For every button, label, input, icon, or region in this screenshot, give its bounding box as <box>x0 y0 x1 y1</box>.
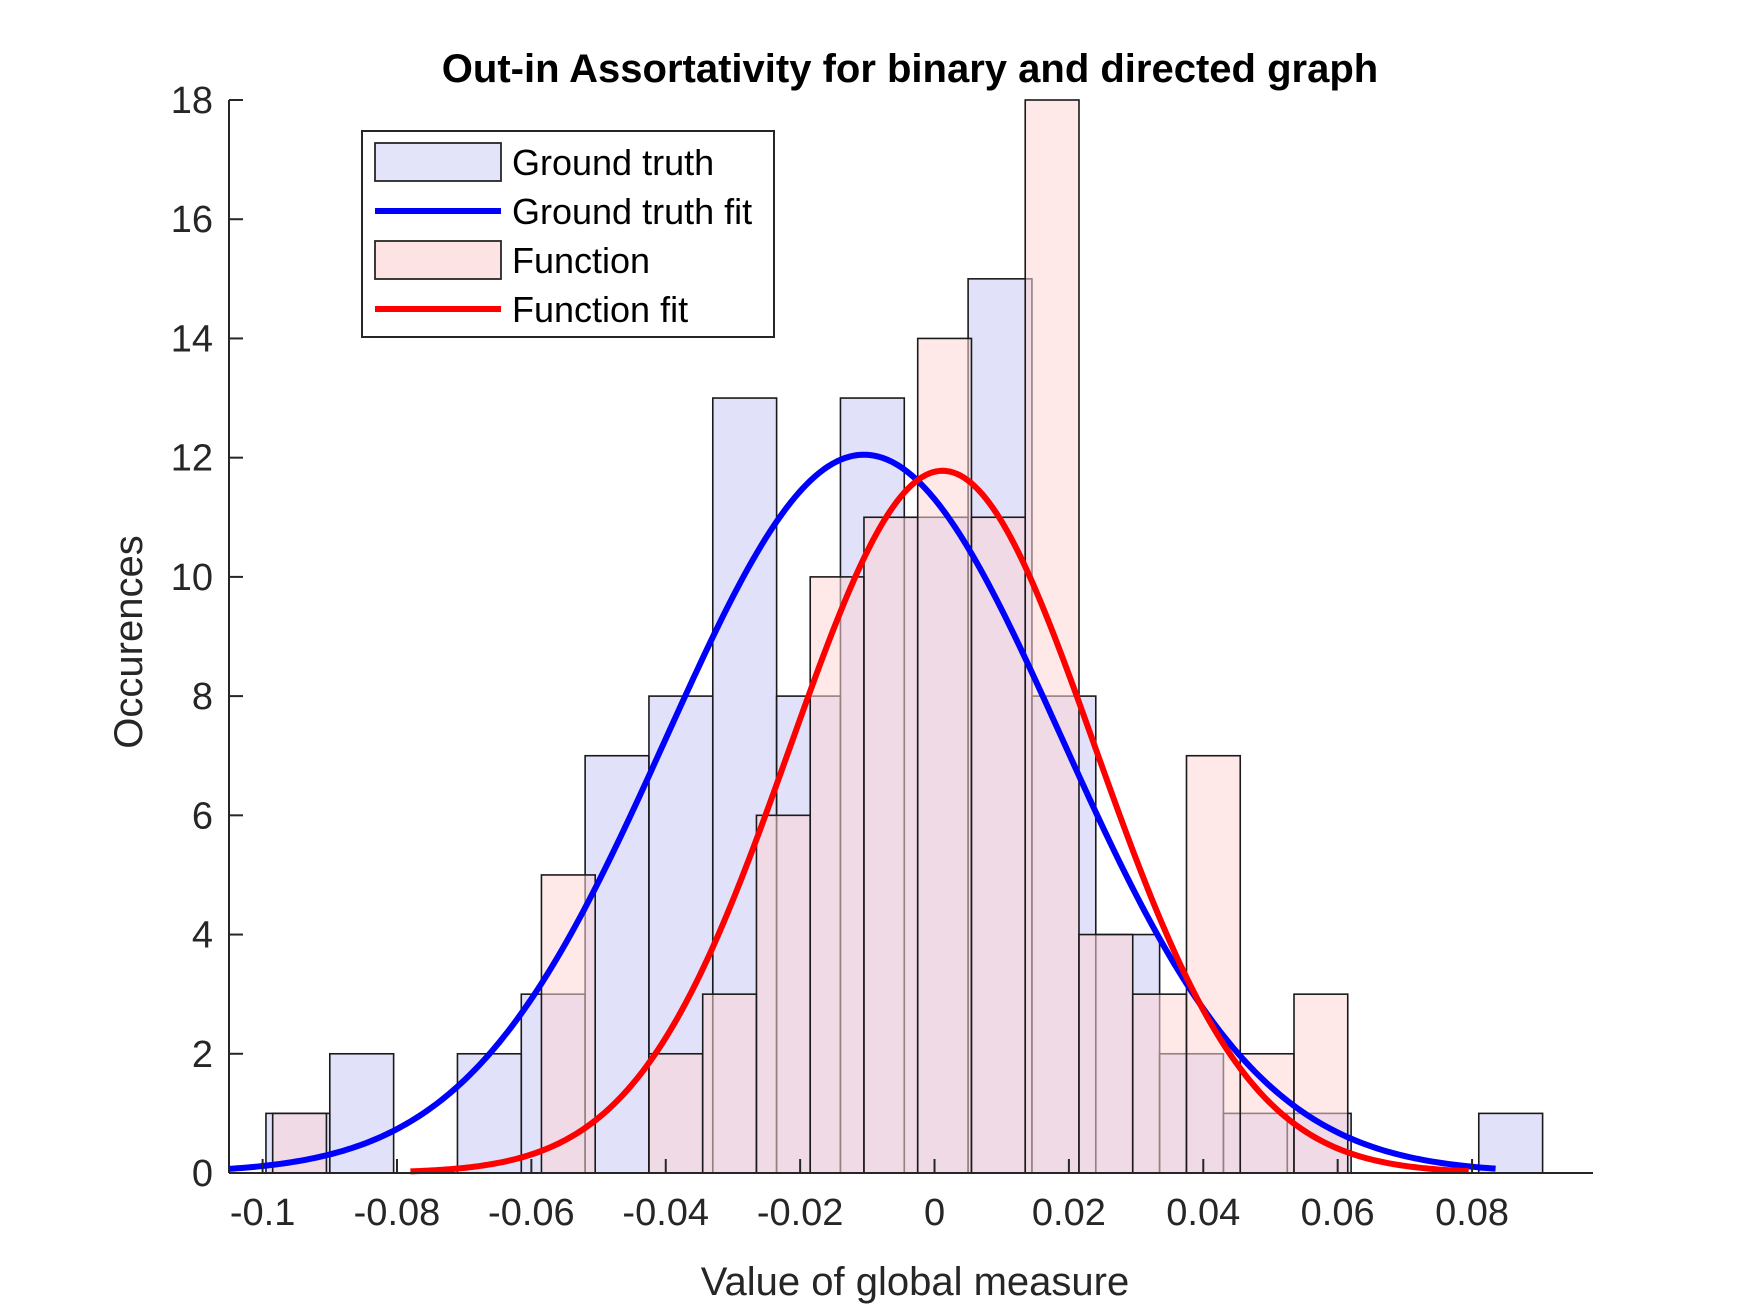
fit-curve-ground-truth-fit <box>228 451 1496 1172</box>
y-tick-label: 2 <box>192 1034 213 1076</box>
x-axis-label: Value of global measure <box>701 1260 1129 1304</box>
legend: Ground truth Ground truth fit Function Func… <box>361 130 775 338</box>
bar-function <box>916 337 973 1174</box>
x-tick-label: -0.02 <box>757 1192 844 1234</box>
axes <box>228 100 1593 1174</box>
bar-function <box>863 516 919 1174</box>
x-tick-label: -0.1 <box>230 1192 295 1234</box>
bar-function <box>1078 933 1134 1174</box>
chart-title: Out-in Assortativity for binary and dire… <box>442 47 1378 91</box>
y-tick-label: 16 <box>171 199 213 241</box>
legend-label: Ground truth <box>512 142 714 183</box>
bar-function <box>540 874 596 1174</box>
plot-area <box>228 99 1544 1175</box>
y-tick-label: 12 <box>171 438 213 480</box>
x-tick-label: 0 <box>924 1192 945 1234</box>
bar-function <box>755 814 812 1174</box>
x-tick-label: 0.02 <box>1032 1192 1106 1234</box>
y-tick-label: 14 <box>171 318 213 360</box>
bar-function <box>1185 754 1242 1174</box>
bar-ground-truth <box>1477 1112 1544 1174</box>
x-tick-label: 0.08 <box>1435 1192 1509 1234</box>
legend-label: Ground truth fit <box>512 191 752 232</box>
bar-function <box>648 1052 704 1174</box>
bar-ground-truth <box>328 1052 395 1174</box>
bar-function <box>701 993 758 1174</box>
bar-ground-truth <box>456 1052 523 1174</box>
legend-swatch-patch <box>374 142 502 182</box>
y-tick-label: 18 <box>171 80 213 122</box>
y-tick-label: 4 <box>192 915 213 957</box>
x-tick-label: -0.08 <box>354 1192 441 1234</box>
x-tick-label: 0.06 <box>1301 1192 1375 1234</box>
x-tick-label: -0.04 <box>622 1192 709 1234</box>
y-tick-label: 0 <box>192 1153 213 1195</box>
bar-function <box>970 516 1027 1174</box>
legend-label: Function <box>512 240 650 281</box>
bar-function <box>1131 993 1188 1174</box>
y-tick-label: 8 <box>192 676 213 718</box>
fit-curve-function-fit <box>410 467 1469 1175</box>
y-axis-label: Occurences <box>107 535 151 748</box>
legend-swatch-patch <box>374 240 502 280</box>
y-tick-label: 6 <box>192 795 213 837</box>
y-tick-label: 10 <box>171 557 213 599</box>
bar-function <box>809 576 865 1174</box>
legend-label: Function fit <box>512 289 688 330</box>
tick-marks: 0 2 4 6 8 10 12 14 16 18 -0.1 -0.08 -0.06 -0.04 -0.02 0… <box>171 80 1509 1234</box>
x-tick-label: 0.04 <box>1166 1192 1240 1234</box>
x-tick-label: -0.06 <box>488 1192 575 1234</box>
